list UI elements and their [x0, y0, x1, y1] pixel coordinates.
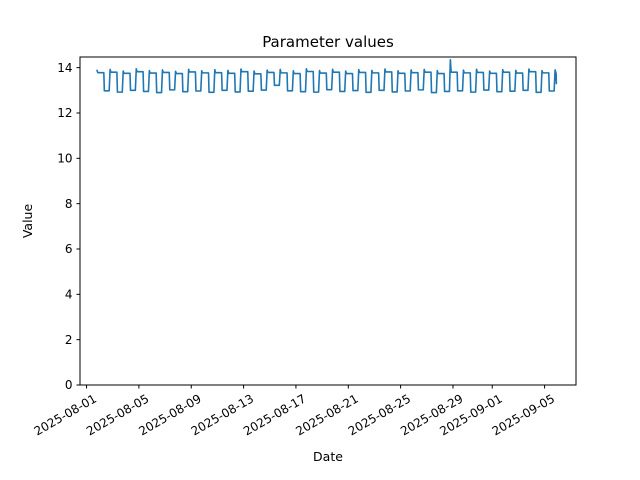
y-tick-label: 14: [57, 61, 72, 75]
y-axis-ticks: 0 2 4 6 8 10 12 14: [57, 61, 80, 392]
y-tick-label: 10: [57, 152, 72, 166]
y-tick-label: 0: [65, 378, 73, 392]
y-tick-label: 6: [65, 242, 73, 256]
y-axis-label: Value: [20, 204, 35, 239]
y-tick-label: 8: [65, 197, 73, 211]
y-tick-label: 12: [57, 106, 72, 120]
chart-title: Parameter values: [262, 33, 394, 51]
y-tick-label: 2: [65, 333, 73, 347]
x-axis-label: Date: [313, 449, 343, 464]
plot-area: [79, 56, 577, 386]
y-tick-label: 4: [65, 288, 73, 302]
series-line: [96, 58, 558, 94]
x-axis-ticks: 2025-08-012025-08-052025-08-092025-08-13…: [32, 385, 557, 438]
